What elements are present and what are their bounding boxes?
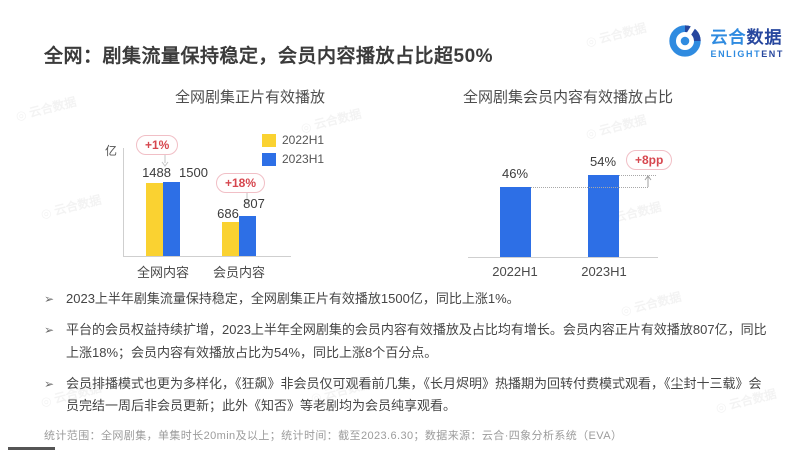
bar-membercontent-2022h1 [222,222,239,256]
bar-value-46pct: 46% [501,166,529,181]
arrow-down-icon [161,154,169,172]
x-axis [468,257,658,258]
page-title: 全网：剧集流量保持稳定，会员内容播放占比超50% [44,45,494,67]
category-label: 全网内容 [136,265,189,280]
category-label: 2022H1 [492,264,538,279]
badge-growth-18pct: +18% [216,173,266,193]
watermark: ◎ 云合数据 [39,192,103,222]
watermark: ◎ 云合数据 [14,94,78,124]
bullet-item: ➢ 2023上半年剧集流量保持稳定，全网剧集正片有效播放1500亿，同比上涨1%… [44,288,770,310]
corner-strip [8,447,55,450]
summary-bullets: ➢ 2023上半年剧集流量保持稳定，全网剧集正片有效播放1500亿，同比上涨1%… [44,288,770,427]
chart-legend: 2022H1 2023H1 [262,133,324,166]
reference-dotted-line [619,175,656,176]
y-axis-unit: 亿 [105,144,118,158]
bar-value-2022: 686 [217,206,239,221]
legend-label: 2023H1 [282,152,325,166]
legend-item-2023h1: 2023H1 [262,152,324,166]
legend-swatch-2022h1 [262,133,276,147]
bar-2023h1 [588,175,619,257]
reference-dotted-line [531,187,648,188]
brand-name-cn: 云合数据 [710,27,783,47]
legend-swatch-2023h1 [262,152,276,166]
bullet-arrow-icon: ➢ [44,377,55,392]
statistics-scope-note: 统计范围：全网剧集，单集时长20min及以上；统计时间：截至2023.6.30；… [44,430,623,442]
bullet-text: 2023上半年剧集流量保持稳定，全网剧集正片有效播放1500亿，同比上涨1%。 [66,291,520,306]
bar-allcontent-2022h1 [146,183,163,256]
bar-value-labels: 1488 1500 [121,165,229,180]
bar-value-2023: 1500 [179,165,208,180]
bullet-item: ➢ 会员排播模式也更为多样化，《狂飙》非会员仅可观看前几集，《长月烬明》热播期为… [44,373,770,418]
bar-allcontent-2023h1 [163,182,180,256]
chart-right-member-share: 全网剧集会员内容有效播放占比 46% 54% +8pp 2022H1 2023H… [432,86,704,286]
chart-left-effective-views: 全网剧集正片有效播放 2022H1 2023H1 亿 +1% 1488 1500… [105,86,395,286]
chart-right-title: 全网剧集会员内容有效播放占比 [462,89,673,106]
legend-item-2022h1: 2022H1 [262,133,324,147]
badge-growth-8pp: +8pp [626,150,673,170]
chart-left-title: 全网剧集正片有效播放 [174,89,325,106]
legend-label: 2022H1 [282,133,325,147]
category-label: 会员内容 [212,265,265,280]
arrow-up-icon [644,175,652,193]
x-axis [123,256,291,257]
bar-value-2022: 1488 [142,165,171,180]
bullet-arrow-icon: ➢ [44,292,55,306]
brand-logo-icon [666,22,704,65]
bullet-arrow-icon: ➢ [44,323,55,338]
brand-logo: 云合数据 ENLIGHTENT [666,22,784,65]
bar-2022h1 [500,187,531,257]
arrow-down-icon [243,192,251,210]
bar-membercontent-2023h1 [239,216,256,256]
bullet-item: ➢ 平台的会员权益持续扩增，2023上半年全网剧集的会员内容有效播放及占比均有增… [44,319,770,364]
category-label: 2023H1 [581,264,627,279]
badge-growth-1pct: +1% [136,135,179,155]
brand-name-en: ENLIGHTENT [710,48,784,59]
bar-value-2023: 807 [243,196,265,211]
bar-value-54pct: 54% [589,154,617,169]
y-axis [123,148,124,256]
bullet-text: 会员排播模式也更为多样化，《狂飙》非会员仅可观看前几集，《长月烬明》热播期为回转… [66,376,762,414]
bullet-text: 平台的会员权益持续扩增，2023上半年全网剧集的会员内容有效播放及占比均有增长。… [66,322,767,360]
